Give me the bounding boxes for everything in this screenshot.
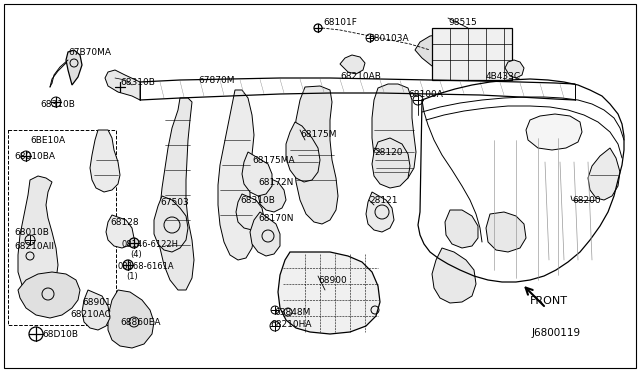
Polygon shape bbox=[526, 114, 582, 150]
Polygon shape bbox=[415, 34, 468, 68]
Text: 68101F: 68101F bbox=[323, 18, 357, 27]
Polygon shape bbox=[340, 55, 365, 74]
Text: FRONT: FRONT bbox=[530, 296, 568, 306]
Polygon shape bbox=[445, 210, 478, 248]
Text: 63848M: 63848M bbox=[274, 308, 310, 317]
Text: 98515: 98515 bbox=[448, 18, 477, 27]
Text: 68310B: 68310B bbox=[40, 100, 75, 109]
Text: 08146-6122H: 08146-6122H bbox=[122, 240, 179, 249]
Polygon shape bbox=[258, 176, 286, 212]
Polygon shape bbox=[505, 60, 524, 78]
Bar bbox=[432, 28, 512, 80]
Polygon shape bbox=[278, 252, 380, 334]
Text: 68900: 68900 bbox=[318, 276, 347, 285]
Polygon shape bbox=[154, 196, 188, 252]
Text: 68175M: 68175M bbox=[300, 130, 337, 139]
Text: 08168-6161A: 08168-6161A bbox=[118, 262, 175, 271]
Polygon shape bbox=[242, 152, 272, 196]
Polygon shape bbox=[372, 84, 416, 184]
Text: (4): (4) bbox=[130, 250, 141, 259]
Polygon shape bbox=[90, 130, 120, 192]
Polygon shape bbox=[105, 70, 140, 100]
Text: 68128: 68128 bbox=[110, 218, 139, 227]
Polygon shape bbox=[218, 90, 254, 260]
Polygon shape bbox=[294, 86, 338, 224]
Polygon shape bbox=[18, 176, 58, 294]
Polygon shape bbox=[588, 148, 620, 200]
Text: 68175MA: 68175MA bbox=[252, 156, 294, 165]
Text: 4B433C: 4B433C bbox=[486, 72, 521, 81]
Text: 68200: 68200 bbox=[572, 196, 600, 205]
Polygon shape bbox=[286, 122, 320, 182]
Text: J6800119: J6800119 bbox=[532, 328, 581, 338]
Text: 68D10B: 68D10B bbox=[42, 330, 78, 339]
Text: 68170N: 68170N bbox=[258, 214, 294, 223]
Circle shape bbox=[129, 238, 139, 248]
Text: (1): (1) bbox=[126, 272, 138, 281]
Polygon shape bbox=[250, 212, 280, 256]
Text: 68901: 68901 bbox=[82, 298, 111, 307]
Text: 68172N: 68172N bbox=[258, 178, 293, 187]
Polygon shape bbox=[106, 215, 134, 248]
Text: 67503: 67503 bbox=[160, 198, 189, 207]
Text: 68210AC: 68210AC bbox=[70, 310, 111, 319]
Polygon shape bbox=[108, 290, 154, 348]
Text: 28121: 28121 bbox=[369, 196, 397, 205]
Polygon shape bbox=[82, 290, 110, 330]
Text: 68860EA: 68860EA bbox=[120, 318, 161, 327]
Text: 68210AII: 68210AII bbox=[14, 242, 54, 251]
Polygon shape bbox=[158, 98, 194, 290]
Polygon shape bbox=[366, 192, 394, 232]
Polygon shape bbox=[66, 50, 82, 85]
Polygon shape bbox=[18, 272, 80, 318]
Text: 68010B: 68010B bbox=[14, 228, 49, 237]
Polygon shape bbox=[236, 194, 264, 230]
Text: 68010BA: 68010BA bbox=[14, 152, 55, 161]
Text: 28120: 28120 bbox=[374, 148, 403, 157]
Bar bbox=[8, 130, 116, 325]
Polygon shape bbox=[432, 248, 476, 303]
Text: 68100A: 68100A bbox=[408, 90, 443, 99]
Text: 68210HA: 68210HA bbox=[270, 320, 312, 329]
Text: 6BE10A: 6BE10A bbox=[30, 136, 65, 145]
Text: 68310B: 68310B bbox=[120, 78, 155, 87]
Circle shape bbox=[123, 260, 133, 270]
Text: 67B70MA: 67B70MA bbox=[68, 48, 111, 57]
Text: 68210AB: 68210AB bbox=[340, 72, 381, 81]
Text: 680103A: 680103A bbox=[368, 34, 408, 43]
Text: 68310B: 68310B bbox=[240, 196, 275, 205]
Polygon shape bbox=[372, 138, 410, 188]
Polygon shape bbox=[486, 212, 526, 252]
Text: 67870M: 67870M bbox=[198, 76, 234, 85]
